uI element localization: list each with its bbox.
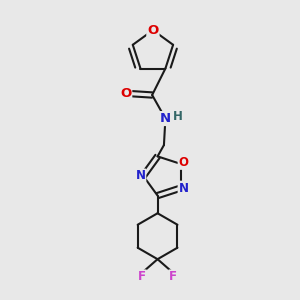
Text: N: N	[178, 182, 189, 195]
Text: F: F	[138, 270, 146, 284]
Text: O: O	[120, 87, 131, 100]
Text: N: N	[135, 169, 146, 182]
Text: F: F	[169, 270, 177, 284]
Text: O: O	[178, 156, 189, 169]
Text: O: O	[147, 24, 159, 37]
Text: H: H	[173, 110, 183, 123]
Text: N: N	[160, 112, 171, 125]
